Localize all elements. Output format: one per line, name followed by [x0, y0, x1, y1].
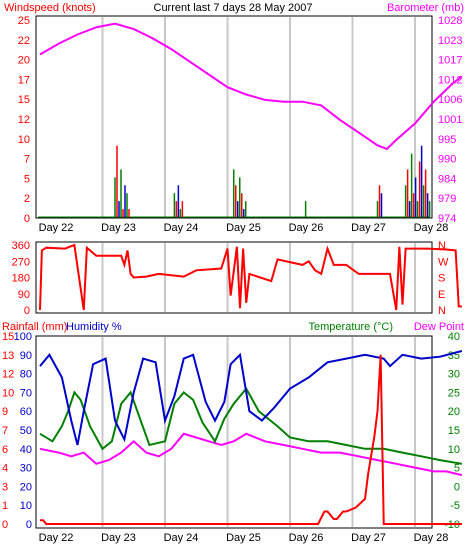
barometer-tick: 984: [438, 173, 456, 185]
barometer-tick: 990: [438, 154, 456, 166]
direction-tick: 270: [12, 256, 30, 268]
day-label: Day 24: [164, 222, 199, 234]
rainfall-tick: 12: [2, 369, 14, 381]
day-label: Day 25: [226, 532, 261, 544]
rainfall-tick: 13: [2, 350, 14, 362]
temperature-tick: 10: [448, 444, 460, 456]
rainfall-axis-title: Rainfall (mm): [2, 321, 67, 333]
rainfall-tick: 7: [2, 425, 8, 437]
barometer-tick: 1023: [438, 35, 462, 47]
barometer-tick: 1001: [438, 114, 462, 126]
compass-tick: N: [438, 305, 446, 317]
day-label: Day 28: [414, 532, 449, 544]
humidity-tick: 30: [20, 463, 32, 475]
compass-tick: E: [438, 289, 445, 301]
temperature-tick: 25: [448, 387, 460, 399]
temperature-tick: 0: [454, 481, 460, 493]
temperature-line: [39, 386, 463, 465]
wind-tick: 25: [18, 15, 30, 27]
temperature-tick: 5: [454, 463, 460, 475]
rainfall-tick: 1: [2, 500, 8, 512]
humidity-tick: 100: [14, 331, 32, 343]
rainfall-tick: 6: [2, 444, 8, 456]
wind-tick: 5: [24, 173, 30, 185]
day-label: Day 23: [101, 532, 136, 544]
dewpoint-line: [39, 432, 463, 477]
day-label: Day 22: [39, 222, 74, 234]
wind-tick: 10: [18, 134, 30, 146]
compass-tick: S: [438, 273, 445, 285]
day-label: Day 26: [289, 222, 324, 234]
rainfall-tick: 4: [2, 463, 8, 475]
rainfall-tick: 10: [2, 387, 14, 399]
wind-tick: 7: [24, 154, 30, 166]
rainfall-tick: 3: [2, 481, 8, 493]
rainfall-tick: 0: [2, 519, 8, 531]
humidity-tick: 60: [20, 406, 32, 418]
compass-tick: W: [438, 256, 449, 268]
panel3-frame: [35, 335, 433, 529]
temperature-tick: 15: [448, 425, 460, 437]
rainfall-tick: 15: [2, 331, 14, 343]
barometer-line: [39, 22, 463, 151]
barometer-tick: 979: [438, 193, 456, 205]
wind-tick: 20: [18, 55, 30, 67]
barometer-tick: 974: [438, 213, 456, 225]
direction-tick: 90: [18, 289, 30, 301]
day-label: Day 24: [164, 532, 199, 544]
compass-tick: N: [438, 240, 446, 252]
day-label: Day 23: [101, 222, 136, 234]
wind-tick: 2: [24, 193, 30, 205]
barometer-tick: 1006: [438, 94, 462, 106]
wind-tick: 12: [18, 114, 30, 126]
humidity-tick: 0: [26, 519, 32, 531]
day-label: Day 26: [289, 532, 324, 544]
humidity-tick: 20: [20, 481, 32, 493]
wind-tick: 17: [18, 74, 30, 86]
humidity-tick: 70: [20, 387, 32, 399]
direction-tick: 360: [12, 240, 30, 252]
barometer-tick: 995: [438, 134, 456, 146]
barometer-tick: 1012: [438, 74, 462, 86]
humidity-tick: 90: [20, 350, 32, 362]
day-label: Day 27: [351, 222, 386, 234]
wind-tick: 0: [24, 213, 30, 225]
barometer-tick: 1028: [438, 15, 462, 27]
wind-tick: 22: [18, 35, 30, 47]
rainfall-line: [40, 354, 462, 525]
rainfall-tick: 9: [2, 406, 8, 418]
direction-tick: 0: [24, 305, 30, 317]
day-label: Day 22: [39, 532, 74, 544]
temperature-tick: 40: [448, 331, 460, 343]
humidity-tick: 80: [20, 369, 32, 381]
day-label: Day 25: [226, 222, 261, 234]
temperature-axis-title: Temperature (°C): [309, 321, 393, 333]
barometer-tick: 1017: [438, 55, 462, 67]
day-label: Day 27: [351, 532, 386, 544]
direction-tick: 180: [12, 273, 30, 285]
wind-direction-line: [39, 243, 462, 311]
wind-tick: 15: [18, 94, 30, 106]
humidity-axis-title: Humidity %: [66, 321, 122, 333]
humidity-line: [39, 350, 463, 446]
barometer-axis-title: Barometer (mb): [387, 2, 464, 14]
humidity-tick: 10: [20, 500, 32, 512]
dewpoint-axis-title: Dew Point: [414, 321, 464, 333]
temperature-tick: 30: [448, 369, 460, 381]
humidity-tick: 40: [20, 444, 32, 456]
humidity-tick: 50: [20, 425, 32, 437]
chart-title: Current last 7 days 28 May 2007: [154, 2, 313, 14]
windspeed-axis-title: Windspeed (knots): [4, 2, 96, 14]
temperature-tick: 20: [448, 406, 460, 418]
day-label: Day 28: [414, 222, 449, 234]
panel2-frame: [35, 241, 433, 314]
temperature-tick: -5: [450, 500, 460, 512]
